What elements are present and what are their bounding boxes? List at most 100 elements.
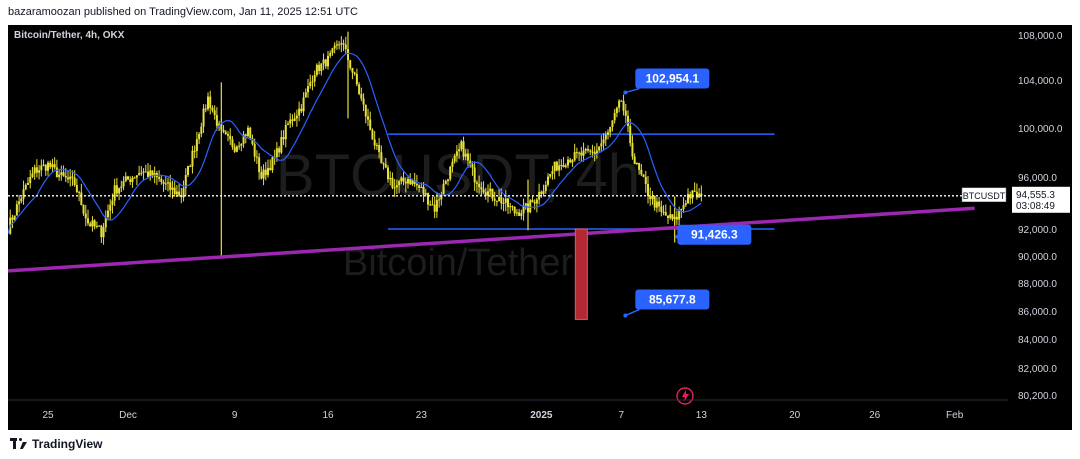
candle-body	[104, 217, 107, 228]
candle-body	[15, 204, 18, 216]
candle-body	[29, 177, 32, 183]
callout-label: 102,954.1	[646, 72, 700, 86]
candle-body	[351, 68, 354, 73]
time-tick-label: 13	[696, 410, 708, 421]
candle-body	[218, 123, 221, 126]
candle-body	[522, 205, 525, 214]
callout-box[interactable]	[635, 289, 710, 310]
candle-body	[233, 146, 236, 152]
candle-body	[549, 173, 552, 177]
candle-body	[662, 211, 665, 213]
candle-body	[675, 216, 678, 220]
candle-body	[22, 189, 25, 199]
candle-body	[642, 174, 645, 177]
candle-body	[369, 119, 372, 130]
candle-body	[458, 149, 461, 152]
price-tick-label: 108,000.0	[1018, 31, 1063, 42]
candle-body	[355, 73, 358, 85]
candle-body	[511, 206, 514, 208]
candle-body	[535, 199, 538, 204]
candle-body	[415, 183, 418, 186]
candle-body	[75, 184, 78, 192]
candle-body	[169, 182, 172, 190]
candle-body	[424, 193, 427, 195]
candle-body	[387, 167, 389, 180]
candle-body	[135, 175, 138, 178]
candle-body	[551, 171, 554, 174]
candle-body	[691, 190, 694, 199]
candle-body	[660, 206, 663, 212]
candle-body	[587, 149, 589, 151]
countdown-label: 03:08:49	[1016, 201, 1055, 212]
candle-body	[47, 162, 49, 171]
candle-body	[171, 187, 174, 190]
callout-box[interactable]	[677, 224, 752, 245]
candle-body	[598, 146, 601, 151]
candle-body	[262, 169, 265, 179]
candle-body	[198, 133, 201, 140]
candle-body	[64, 175, 67, 178]
symbol-tag[interactable]	[961, 187, 1007, 203]
candle-body	[395, 185, 398, 188]
alert-icon[interactable]	[676, 387, 694, 405]
price-chart[interactable]: BTCUSDT, 4h Bitcoin/Tether 102,954.191,4…	[8, 25, 1072, 430]
candle-body	[162, 182, 165, 184]
candle-body	[547, 176, 549, 185]
time-tick-label: 26	[869, 410, 881, 421]
candle-body	[524, 203, 527, 206]
candle-body	[287, 123, 289, 125]
candle-body	[507, 198, 509, 208]
candle-body	[55, 167, 58, 178]
candle-body	[538, 191, 541, 200]
candle-body	[495, 200, 498, 202]
callout-pointer	[625, 87, 640, 94]
candle-body	[682, 205, 685, 209]
candle-body	[653, 196, 656, 208]
time-tick-label: 23	[416, 410, 428, 421]
candle-body	[322, 59, 325, 64]
candle-body	[62, 172, 65, 176]
candle-body	[602, 139, 605, 144]
candle-body	[373, 139, 376, 146]
time-tick-label: 9	[232, 410, 238, 421]
candle-body	[353, 72, 356, 74]
candle-body	[251, 138, 254, 144]
candle-body	[638, 162, 641, 170]
candle-body	[391, 177, 394, 188]
candle-body	[620, 100, 623, 102]
candle-body	[53, 164, 56, 168]
last-price-tag[interactable]	[1012, 186, 1070, 213]
candle-body	[540, 191, 543, 194]
candle-body	[13, 215, 16, 220]
candle-body	[647, 184, 649, 197]
callout-box[interactable]	[635, 68, 710, 89]
candle-body	[393, 187, 396, 189]
candle-body	[567, 159, 569, 166]
candle-body	[464, 153, 467, 157]
candle-body	[258, 157, 261, 173]
candle-body	[333, 45, 336, 49]
candle-body	[475, 182, 478, 184]
candle-body	[633, 156, 636, 165]
candle-body	[113, 185, 116, 201]
time-tick-label: 25	[42, 410, 54, 421]
candle-body	[375, 145, 378, 147]
candle-body	[182, 188, 185, 198]
candle-body	[175, 191, 178, 195]
price-tick-label: 88,000.0	[1018, 279, 1057, 290]
candle-body	[593, 152, 596, 155]
candle-body	[491, 188, 494, 199]
candle-body	[482, 189, 485, 193]
candle-body	[240, 143, 243, 146]
candle-body	[31, 173, 34, 178]
time-tick-label: 7	[619, 410, 625, 421]
footer-brand[interactable]: TradingView	[10, 437, 102, 451]
trendline[interactable]	[8, 206, 975, 273]
target-bar[interactable]	[574, 228, 588, 320]
candle-body	[611, 120, 614, 127]
time-tick-label: Feb	[946, 410, 964, 421]
candle-body	[235, 146, 238, 152]
chart-panel[interactable]: BTCUSDT, 4h Bitcoin/Tether 102,954.1 91,4…	[8, 25, 1072, 430]
last-price-label: 94,555.3	[1016, 190, 1055, 201]
candle-body	[544, 184, 547, 192]
